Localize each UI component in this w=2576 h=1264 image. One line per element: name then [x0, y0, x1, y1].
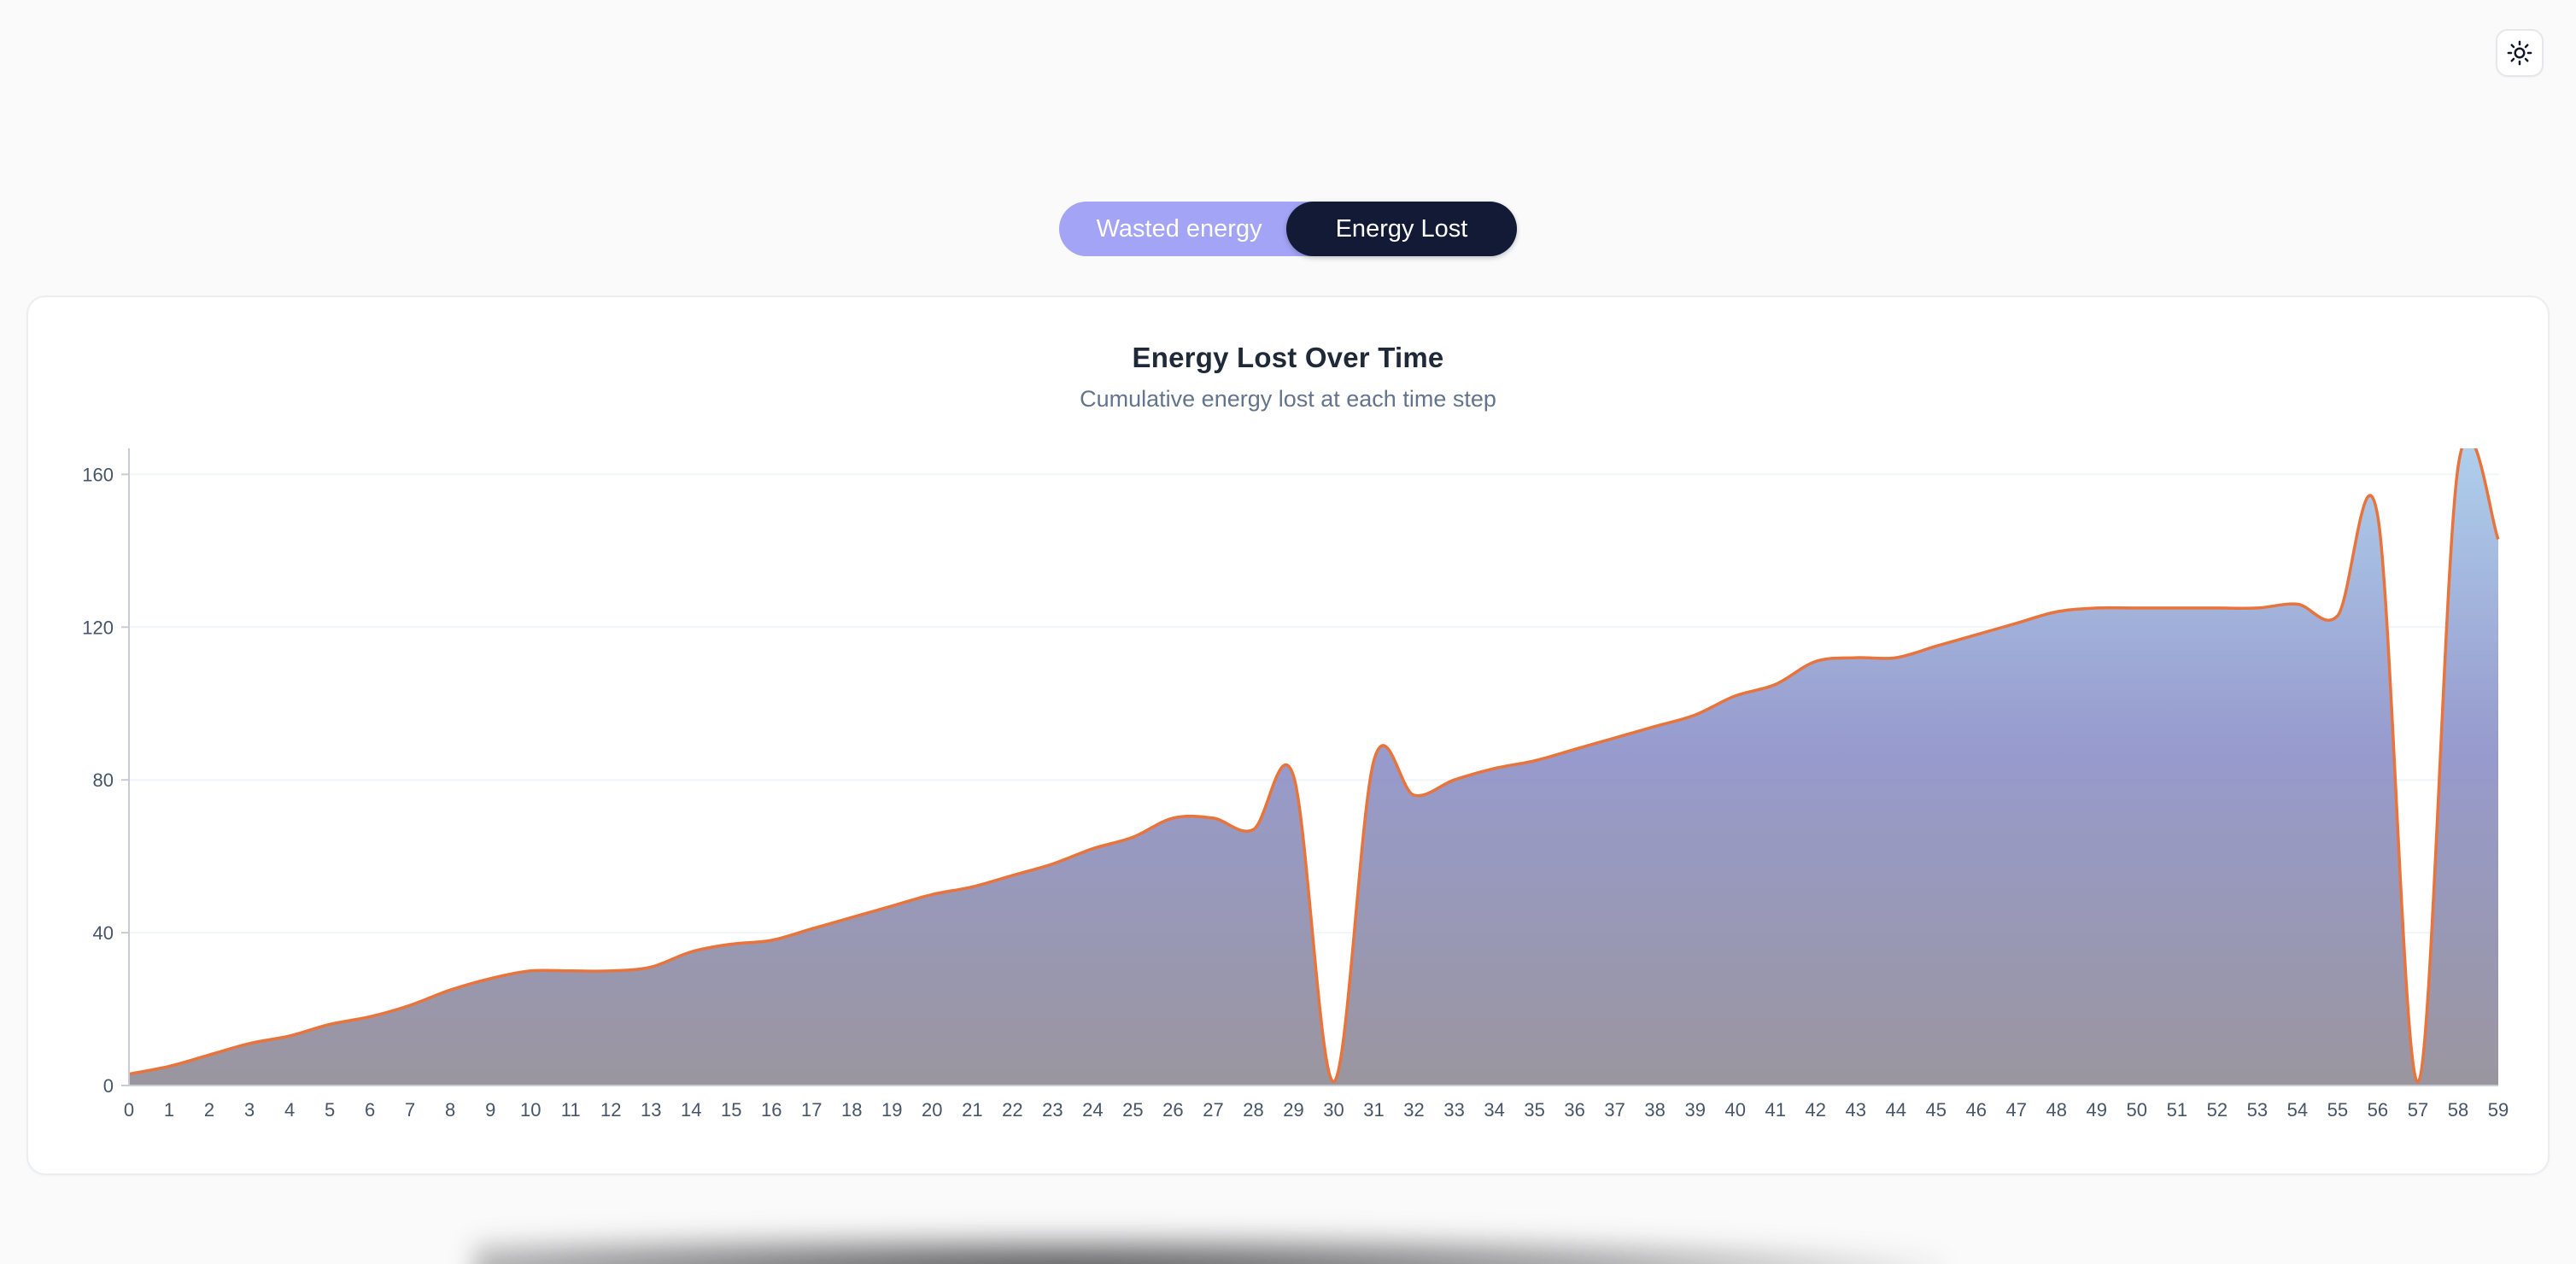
svg-text:120: 120: [82, 617, 114, 638]
svg-text:30: 30: [1323, 1099, 1344, 1121]
svg-text:3: 3: [244, 1099, 255, 1121]
svg-text:32: 32: [1403, 1099, 1424, 1121]
svg-text:23: 23: [1042, 1099, 1063, 1121]
svg-text:53: 53: [2247, 1099, 2268, 1121]
svg-text:21: 21: [962, 1099, 982, 1121]
svg-text:1: 1: [164, 1099, 174, 1121]
svg-text:56: 56: [2368, 1099, 2388, 1121]
svg-text:28: 28: [1243, 1099, 1263, 1121]
svg-text:19: 19: [881, 1099, 902, 1121]
svg-text:18: 18: [841, 1099, 862, 1121]
svg-text:20: 20: [922, 1099, 942, 1121]
view-segmented-control: Wasted energy Energy Lost: [1058, 202, 1518, 256]
svg-text:22: 22: [1002, 1099, 1022, 1121]
svg-text:6: 6: [365, 1099, 375, 1121]
svg-text:4: 4: [284, 1099, 295, 1121]
svg-text:80: 80: [93, 770, 114, 791]
chart-card: Energy Lost Over Time Cumulative energy …: [26, 296, 2550, 1175]
svg-text:58: 58: [2448, 1099, 2468, 1121]
svg-text:43: 43: [1845, 1099, 1865, 1121]
svg-text:15: 15: [721, 1099, 741, 1121]
svg-text:40: 40: [1724, 1099, 1745, 1121]
svg-text:35: 35: [1524, 1099, 1544, 1121]
svg-text:2: 2: [204, 1099, 214, 1121]
tab-wasted-energy[interactable]: Wasted energy: [1059, 202, 1286, 256]
theme-toggle-button[interactable]: [2496, 29, 2544, 77]
svg-text:33: 33: [1443, 1099, 1464, 1121]
svg-text:34: 34: [1484, 1099, 1504, 1121]
tab-energy-lost[interactable]: Energy Lost: [1285, 202, 1518, 256]
svg-text:9: 9: [485, 1099, 495, 1121]
svg-text:31: 31: [1363, 1099, 1384, 1121]
svg-text:37: 37: [1604, 1099, 1625, 1121]
svg-text:26: 26: [1162, 1099, 1183, 1121]
svg-text:10: 10: [520, 1099, 541, 1121]
svg-text:49: 49: [2087, 1099, 2107, 1121]
svg-text:24: 24: [1082, 1099, 1103, 1121]
svg-text:27: 27: [1203, 1099, 1223, 1121]
svg-text:46: 46: [1966, 1099, 1987, 1121]
svg-text:39: 39: [1684, 1099, 1705, 1121]
svg-text:42: 42: [1805, 1099, 1825, 1121]
svg-text:55: 55: [2327, 1099, 2348, 1121]
svg-text:36: 36: [1564, 1099, 1584, 1121]
svg-text:45: 45: [1926, 1099, 1947, 1121]
svg-text:54: 54: [2287, 1099, 2308, 1121]
svg-text:48: 48: [2046, 1099, 2067, 1121]
svg-text:40: 40: [93, 922, 114, 944]
view-toggle-row: Wasted energy Energy Lost: [0, 0, 2576, 256]
svg-text:51: 51: [2167, 1099, 2187, 1121]
svg-text:13: 13: [641, 1099, 661, 1121]
svg-text:29: 29: [1283, 1099, 1303, 1121]
svg-text:0: 0: [103, 1075, 114, 1097]
svg-text:12: 12: [600, 1099, 621, 1121]
svg-text:7: 7: [405, 1099, 415, 1121]
svg-text:52: 52: [2207, 1099, 2228, 1121]
sun-icon: [2507, 40, 2532, 66]
svg-text:41: 41: [1765, 1099, 1785, 1121]
svg-text:160: 160: [82, 464, 114, 485]
svg-text:8: 8: [445, 1099, 455, 1121]
svg-text:50: 50: [2127, 1099, 2147, 1121]
svg-text:25: 25: [1122, 1099, 1143, 1121]
svg-text:57: 57: [2408, 1099, 2428, 1121]
chart-subtitle: Cumulative energy lost at each time step: [1080, 386, 1496, 412]
svg-text:5: 5: [325, 1099, 335, 1121]
svg-text:47: 47: [2006, 1099, 2027, 1121]
svg-text:11: 11: [561, 1099, 581, 1121]
chart-title: Energy Lost Over Time: [1132, 342, 1444, 373]
bottom-shadow: [474, 1232, 1943, 1264]
svg-text:38: 38: [1644, 1099, 1665, 1121]
chart-canvas[interactable]: 0 40 80 120 160 0 1 2 3 4 5 6 7 8 9 10 11 12 13 14 15 16 17 18…: [59, 442, 2520, 1133]
svg-text:17: 17: [801, 1099, 822, 1121]
svg-text:14: 14: [681, 1099, 701, 1121]
svg-text:16: 16: [761, 1099, 782, 1121]
svg-text:59: 59: [2488, 1099, 2509, 1121]
svg-text:44: 44: [1885, 1099, 1906, 1121]
svg-text:0: 0: [124, 1099, 134, 1121]
